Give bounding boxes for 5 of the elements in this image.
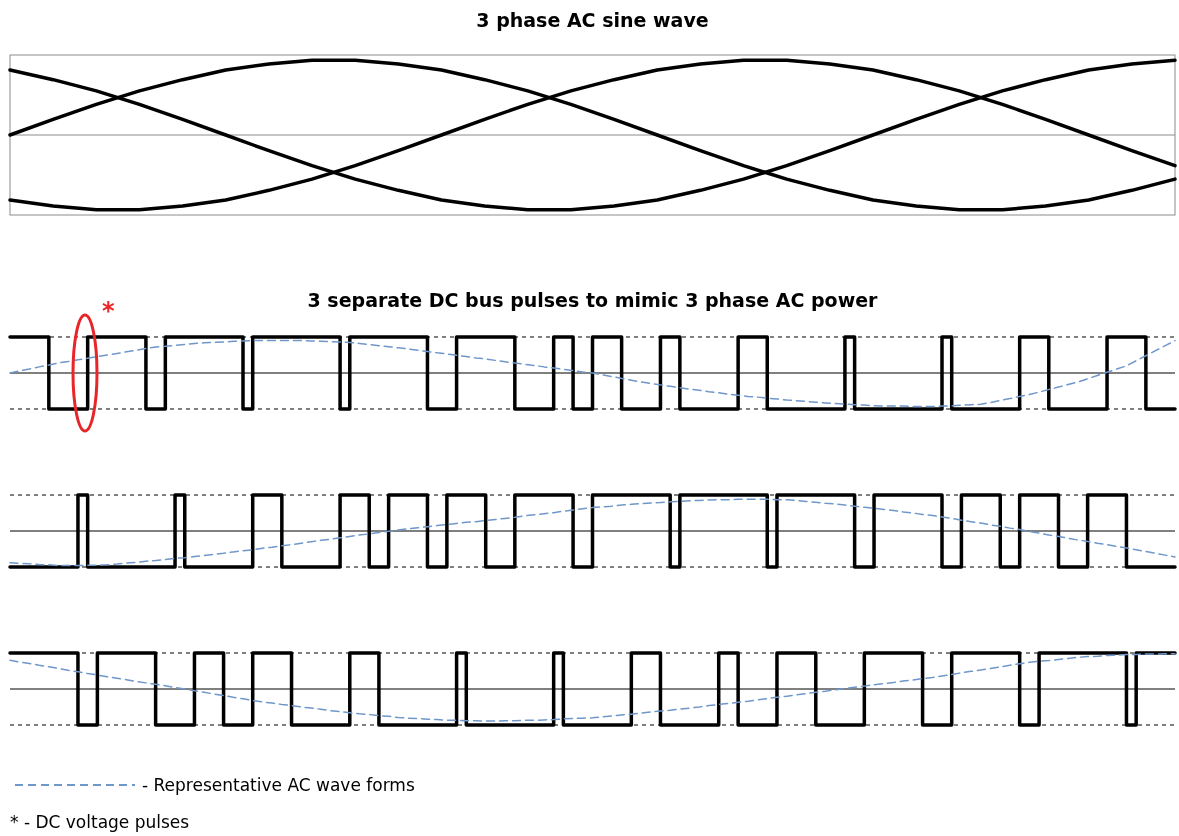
chart-title: 3 phase AC sine wave	[476, 9, 709, 31]
chart-title: 3 separate DC bus pulses to mimic 3 phase AC power	[307, 289, 879, 311]
text: - Representative AC wave forms	[142, 775, 415, 795]
text: *	[102, 297, 115, 325]
text: * - DC voltage pulses	[10, 812, 190, 832]
